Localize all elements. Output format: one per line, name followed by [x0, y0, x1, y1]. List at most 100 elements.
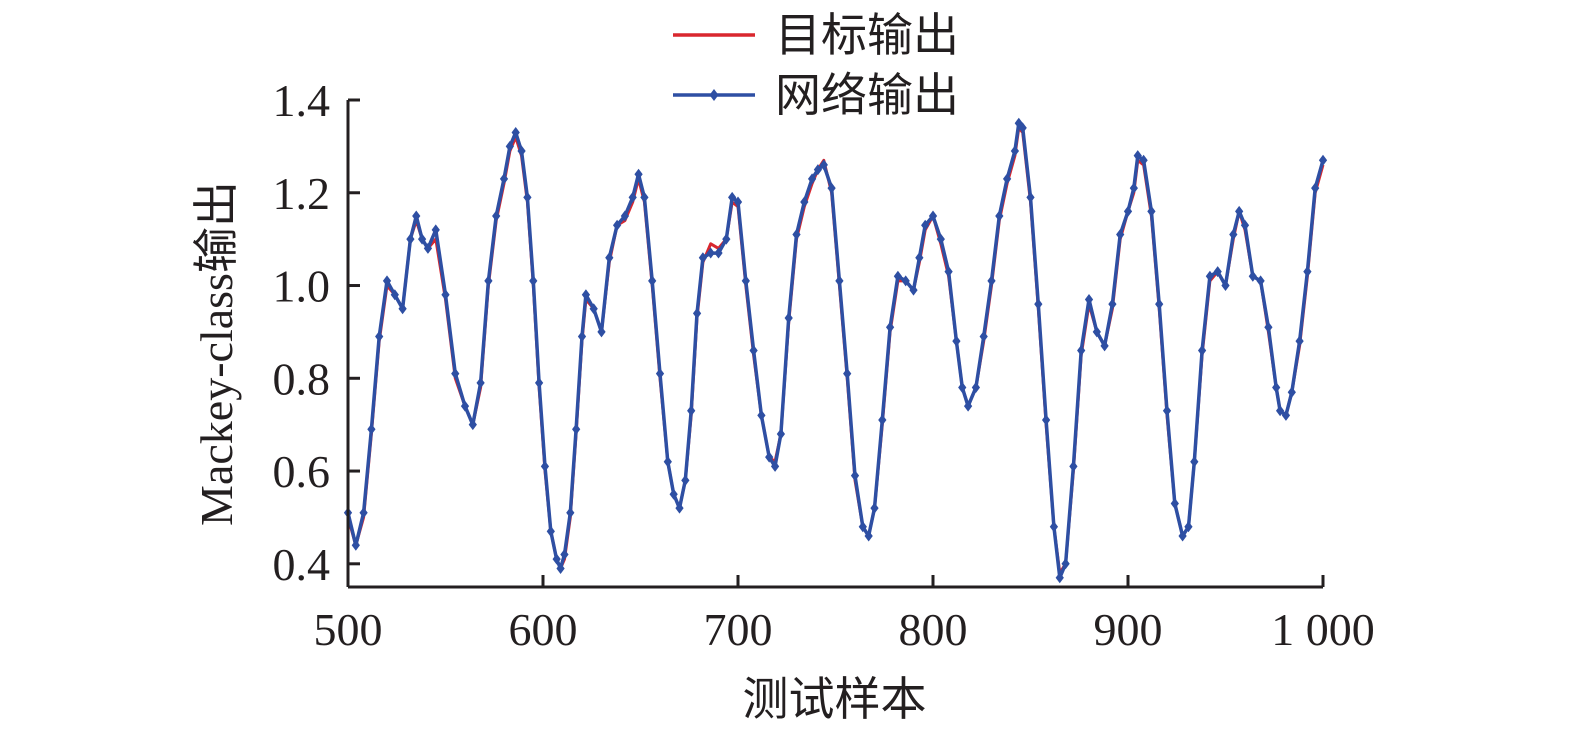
data-point	[1197, 344, 1207, 356]
series-line	[346, 121, 1325, 580]
data-point	[784, 312, 793, 324]
data-point	[1123, 205, 1133, 217]
legend-item-target: 目标输出	[673, 10, 959, 61]
data-point	[979, 331, 988, 343]
data-point	[800, 196, 809, 208]
data-point	[776, 428, 786, 440]
data-point	[692, 307, 702, 319]
data-point	[367, 423, 376, 435]
data-point	[1100, 340, 1109, 352]
data-point	[534, 377, 544, 389]
x-tick-label: 900	[1094, 604, 1163, 655]
data-point	[995, 210, 1004, 222]
data-point	[499, 173, 509, 185]
data-point	[864, 530, 873, 542]
data-point	[1055, 572, 1064, 584]
y-tick-label: 0.4	[273, 539, 331, 590]
data-point	[850, 470, 860, 482]
data-point	[546, 525, 555, 537]
data-point	[663, 456, 672, 468]
data-point	[390, 289, 399, 301]
data-point	[928, 210, 938, 222]
data-point	[620, 210, 630, 222]
legend-label: 目标输出	[775, 10, 959, 61]
data-point	[460, 400, 470, 412]
data-point	[901, 275, 910, 287]
data-point	[640, 191, 649, 203]
data-point	[765, 451, 774, 463]
data-point	[757, 409, 766, 421]
data-point	[628, 191, 637, 203]
y-tick-label: 0.8	[273, 353, 331, 404]
data-point	[722, 233, 731, 245]
data-point	[792, 229, 801, 241]
data-point	[963, 400, 973, 412]
data-point	[451, 368, 460, 380]
data-point	[484, 275, 493, 287]
data-point	[1155, 298, 1164, 310]
data-point	[1049, 521, 1059, 533]
data-point	[1235, 205, 1244, 217]
data-point	[1041, 414, 1051, 426]
x-tick-label: 1 000	[1271, 604, 1375, 655]
data-point	[1256, 275, 1265, 287]
data-point	[971, 382, 981, 394]
data-point	[669, 488, 678, 500]
data-point	[1170, 498, 1179, 510]
data-point	[936, 233, 945, 245]
data-point	[1229, 229, 1238, 241]
data-point	[728, 191, 737, 203]
data-point	[687, 405, 696, 417]
series-layer	[343, 117, 1328, 584]
data-point	[1034, 298, 1043, 310]
data-point	[1092, 326, 1101, 338]
data-point	[835, 275, 844, 287]
data-point	[1221, 280, 1230, 292]
data-point	[581, 289, 591, 301]
data-point	[1002, 173, 1012, 185]
data-point	[1205, 270, 1215, 282]
data-point	[476, 377, 485, 389]
x-axis-title: 测试样本	[743, 674, 927, 725]
data-point	[1116, 229, 1125, 241]
data-point	[351, 539, 360, 551]
data-point	[1213, 266, 1222, 278]
data-point	[1010, 145, 1020, 157]
data-point	[1248, 270, 1257, 282]
data-point	[1287, 386, 1296, 398]
data-point	[406, 233, 415, 245]
data-point	[511, 126, 520, 138]
data-point	[572, 423, 581, 435]
x-tick-label: 800	[899, 604, 968, 655]
data-point	[885, 321, 895, 333]
data-point	[359, 507, 368, 519]
data-point	[1178, 530, 1187, 542]
data-point	[987, 275, 996, 287]
data-point	[1272, 382, 1281, 394]
data-point	[634, 168, 643, 180]
legend-marker	[709, 89, 719, 101]
data-point	[1026, 191, 1035, 203]
data-point	[589, 303, 598, 315]
data-point	[1162, 405, 1172, 417]
data-point	[441, 289, 450, 301]
data-point	[612, 219, 622, 231]
data-point	[878, 414, 887, 426]
data-point	[552, 553, 561, 565]
data-point	[915, 252, 924, 264]
data-point	[412, 210, 421, 222]
data-point	[1184, 521, 1193, 533]
data-point	[468, 419, 477, 431]
data-point	[556, 562, 565, 574]
data-point	[1139, 154, 1148, 166]
data-point	[1311, 182, 1320, 194]
data-point	[1129, 182, 1138, 194]
data-point	[714, 247, 723, 259]
data-point	[827, 182, 836, 194]
data-point	[893, 270, 903, 282]
data-point	[1077, 344, 1086, 356]
data-point	[807, 173, 817, 185]
data-point	[431, 224, 440, 236]
data-point	[1069, 460, 1078, 472]
